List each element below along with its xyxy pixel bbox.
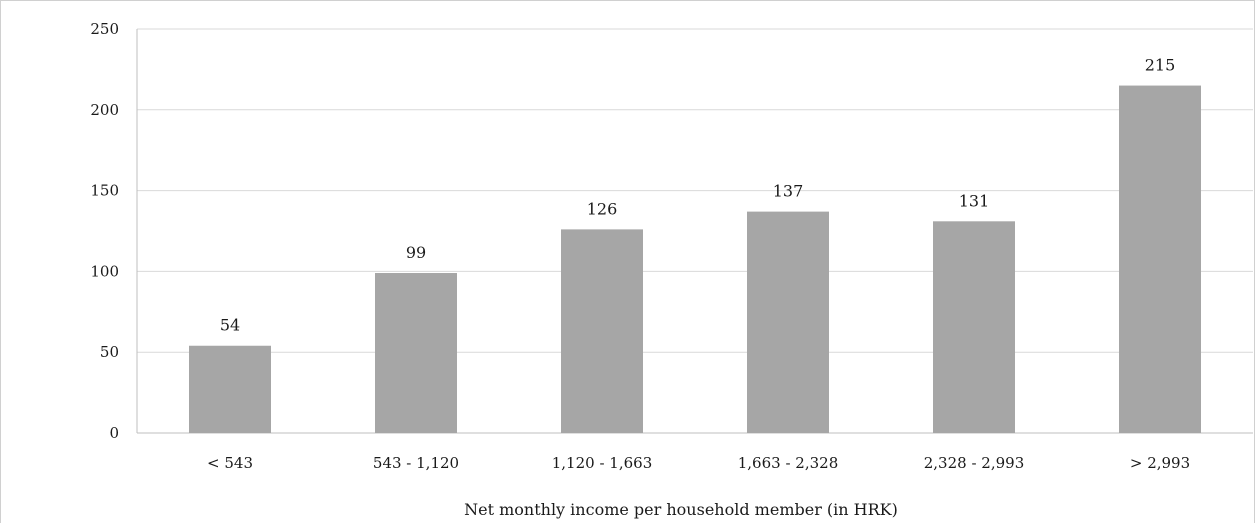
bar bbox=[375, 273, 457, 433]
y-tick-label: 150 bbox=[90, 182, 119, 200]
y-tick-label: 0 bbox=[109, 424, 119, 442]
data-label: 137 bbox=[773, 182, 804, 201]
bar bbox=[933, 221, 1015, 433]
data-label: 215 bbox=[1145, 56, 1176, 75]
data-label: 131 bbox=[959, 191, 990, 210]
data-labels: 54 99 126 137 131 215 bbox=[220, 56, 1175, 335]
bar bbox=[747, 211, 829, 433]
x-tick-label: 1,663 - 2,328 bbox=[738, 454, 839, 472]
x-tick-label: 2,328 - 2,993 bbox=[924, 454, 1025, 472]
x-axis-label: Net monthly income per household member … bbox=[464, 500, 898, 519]
y-tick-label: 200 bbox=[90, 101, 119, 119]
x-tick-label: 543 - 1,120 bbox=[373, 454, 459, 472]
data-label: 126 bbox=[587, 199, 618, 218]
gridlines bbox=[136, 28, 1253, 434]
y-axis-ticks: 0 50 100 150 200 250 bbox=[90, 20, 119, 442]
x-tick-label: 1,120 - 1,663 bbox=[552, 454, 653, 472]
y-tick-label: 50 bbox=[100, 343, 119, 361]
y-tick-label: 250 bbox=[90, 20, 119, 38]
x-tick-label: > 2,993 bbox=[1130, 454, 1190, 472]
y-tick-label: 100 bbox=[90, 262, 119, 280]
bar bbox=[1119, 85, 1201, 433]
bar bbox=[561, 229, 643, 433]
data-label: 54 bbox=[220, 316, 240, 335]
x-axis-ticks: < 543 543 - 1,120 1,120 - 1,663 1,663 - 2,3… bbox=[207, 454, 1190, 472]
x-tick-label: < 543 bbox=[207, 454, 253, 472]
data-label: 99 bbox=[406, 243, 426, 262]
bar bbox=[189, 345, 271, 433]
bars bbox=[189, 85, 1201, 433]
